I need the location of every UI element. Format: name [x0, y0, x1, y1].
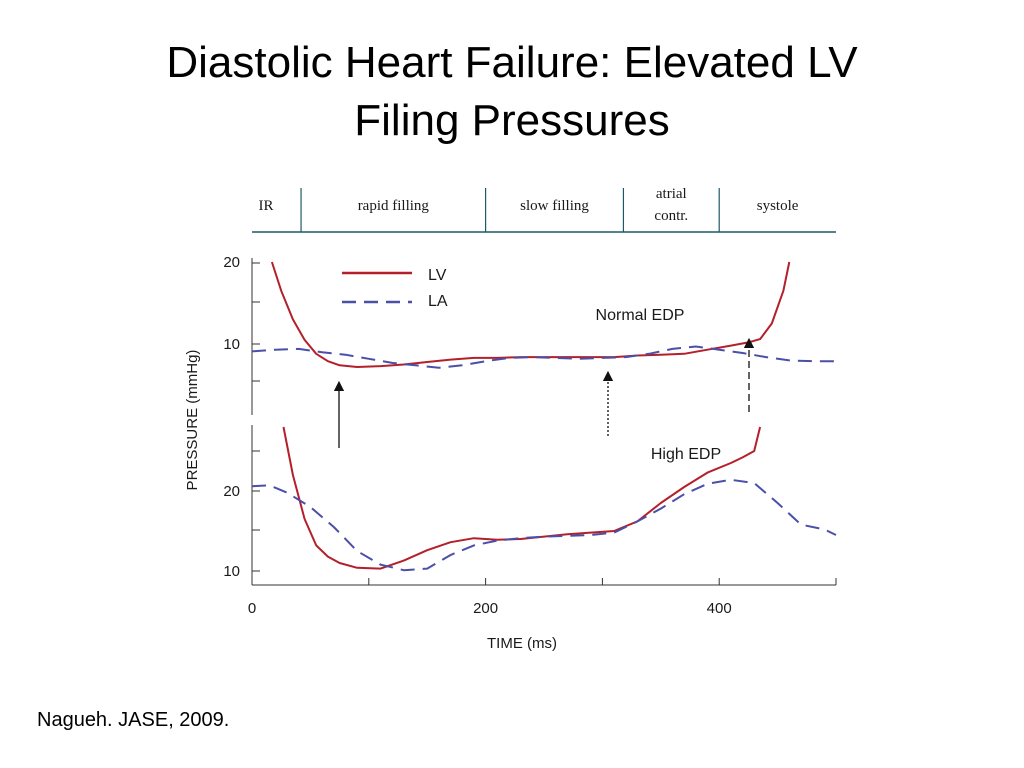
y-tick-label: 10 [223, 563, 240, 580]
legend-label-la: LA [428, 293, 448, 310]
x-tick-label: 0 [248, 600, 256, 617]
phase-label-atrial-line1: atrial [656, 186, 687, 202]
y-tick-label: 20 [223, 483, 240, 500]
phase-label-atrial-line2: contr. [654, 208, 688, 224]
y-tick-label: 10 [223, 336, 240, 353]
series-line-la-panel-2 [251, 478, 837, 572]
slide-title-line-1: Diastolic Heart Failure: Elevated LV [166, 38, 858, 87]
y-axis-label: PRESSURE (mmHg) [184, 350, 201, 491]
slide-title: Diastolic Heart Failure: Elevated LV Fil… [62, 34, 962, 150]
phase-label: slow filling [520, 198, 589, 214]
phase-label: rapid filling [358, 198, 430, 214]
panel-annotation: Normal EDP [596, 307, 685, 324]
series-line-lv-panel-1 [270, 261, 791, 368]
series-line-la-panel-1 [251, 345, 836, 369]
citation: Nagueh. JASE, 2009. [37, 709, 230, 731]
phase-label: IR [259, 198, 274, 214]
slide-title-container: Diastolic Heart Failure: Elevated LV Fil… [62, 34, 962, 154]
x-tick-label: 200 [473, 600, 498, 617]
legend-label-lv: LV [428, 267, 447, 284]
y-tick-label: 20 [223, 254, 240, 271]
panel-annotation: High EDP [651, 446, 721, 463]
x-tick-label: 400 [707, 600, 732, 617]
x-axis-label: TIME (ms) [487, 635, 557, 652]
slide-title-line-2: Filing Pressures [354, 96, 670, 145]
phase-label: systole [757, 198, 799, 214]
